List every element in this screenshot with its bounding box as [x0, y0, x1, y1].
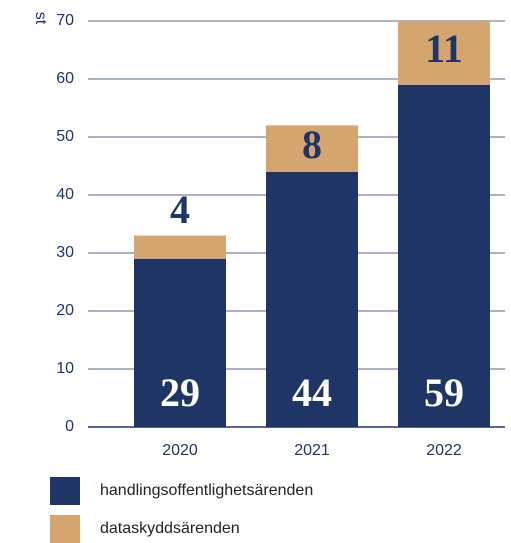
bar-segment	[266, 125, 358, 172]
bar-segment	[266, 171, 358, 427]
bar-segment	[398, 21, 490, 85]
y-tick-label: 50	[56, 128, 74, 145]
y-tick-label: 10	[56, 360, 74, 377]
data-label: 59	[424, 370, 464, 415]
y-tick-label: 30	[56, 244, 74, 261]
data-label: 11	[425, 26, 463, 71]
x-tick-label: 2021	[294, 442, 330, 459]
y-tick-label: 40	[56, 186, 74, 203]
bar-segment	[398, 84, 490, 428]
legend-label: handlingsoffentlighetsärenden	[100, 482, 313, 499]
y-tick-label: 0	[65, 418, 74, 435]
legend-swatch	[50, 515, 80, 543]
bar-segment	[134, 235, 226, 259]
data-label: 44	[292, 370, 332, 415]
data-label: 4	[170, 187, 190, 232]
data-label: 29	[160, 370, 200, 415]
bar-segment	[134, 258, 226, 427]
legend-label: dataskyddsärenden	[100, 520, 240, 537]
legend-swatch	[50, 477, 80, 505]
y-tick-label: 70	[56, 12, 74, 29]
x-tick-label: 2022	[426, 442, 462, 459]
data-label: 8	[302, 122, 322, 167]
x-tick-label: 2020	[162, 442, 198, 459]
y-tick-label: 60	[56, 70, 74, 87]
y-axis-label: st	[32, 12, 49, 25]
y-tick-label: 20	[56, 302, 74, 319]
